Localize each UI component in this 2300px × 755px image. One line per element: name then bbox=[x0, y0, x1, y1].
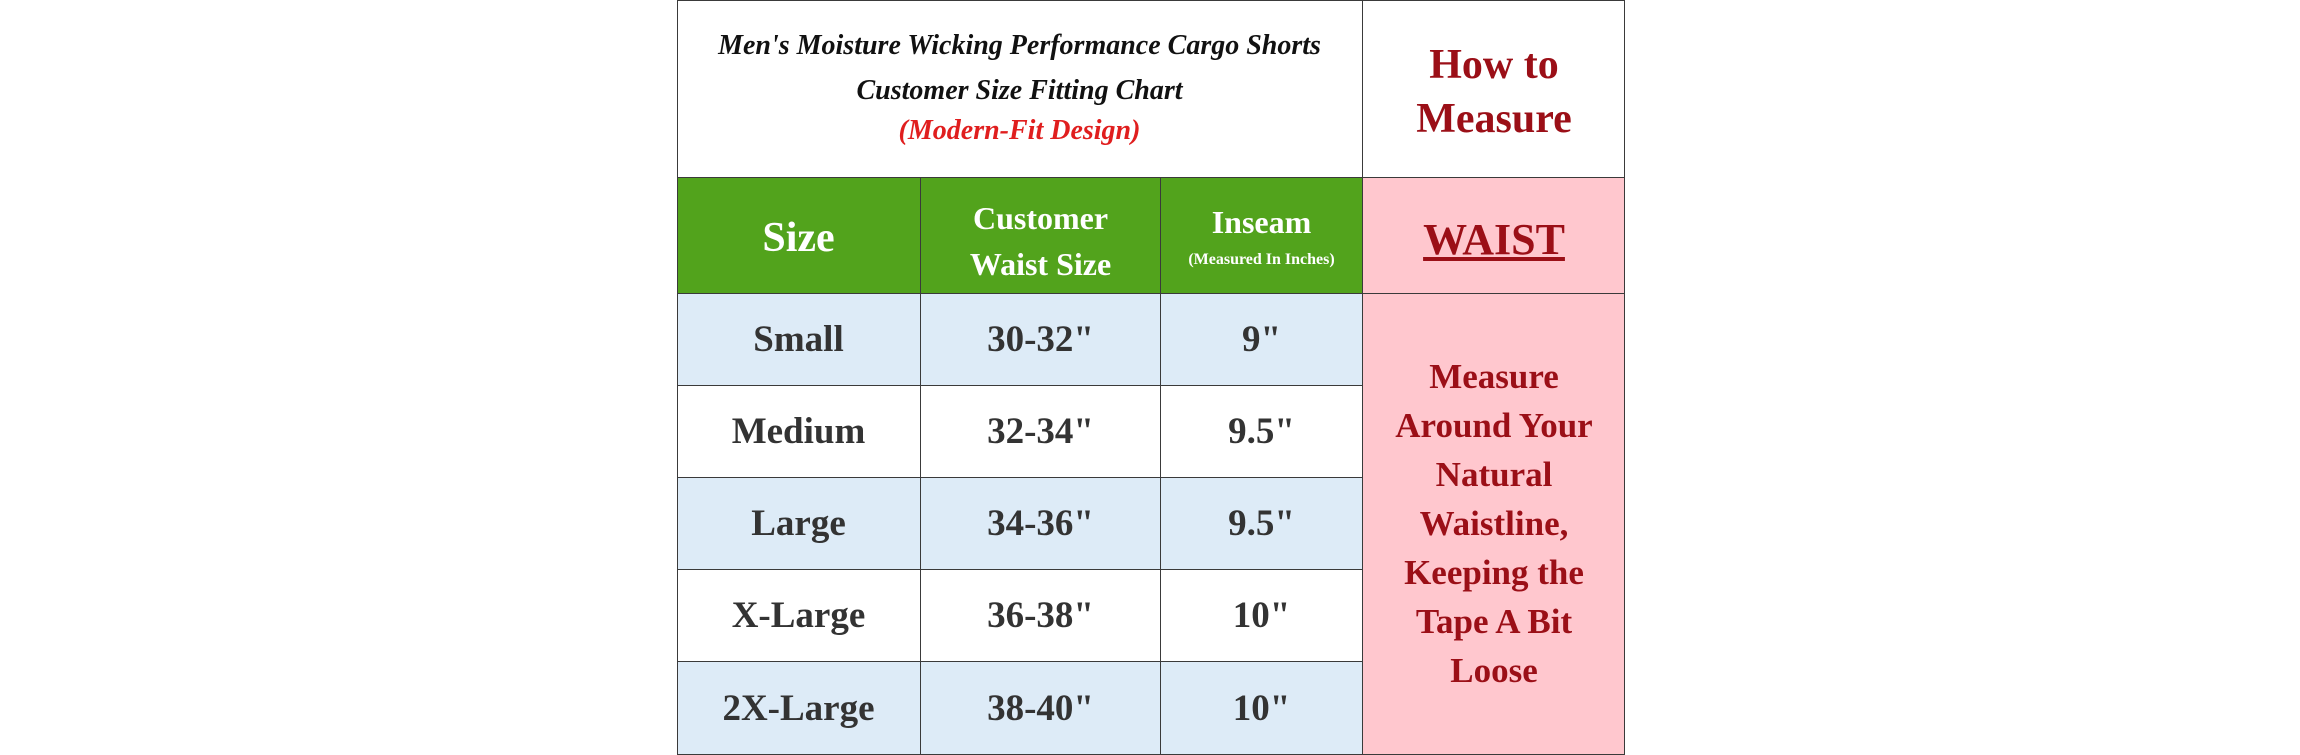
measure-instruction-cell: Measure Around Your Natural Waistline, K… bbox=[1363, 294, 1625, 755]
header-inseam: Inseam (Measured In Inches) bbox=[1161, 178, 1363, 294]
inseam-cell: 10" bbox=[1161, 662, 1363, 755]
inseam-cell: 9" bbox=[1161, 294, 1363, 385]
header-inseam-sublabel: (Measured In Inches) bbox=[1188, 251, 1335, 268]
inseam-cell: 9.5" bbox=[1161, 478, 1363, 569]
waist-label: WAIST bbox=[1423, 215, 1565, 264]
chart-border bbox=[677, 0, 1625, 755]
waist-cell: 30-32" bbox=[921, 294, 1161, 385]
waist-cell: 38-40" bbox=[921, 662, 1161, 755]
waist-cell: 36-38" bbox=[921, 570, 1161, 661]
size-chart: Men's Moisture Wicking Performance Cargo… bbox=[677, 0, 1625, 755]
size-cell: Large bbox=[677, 478, 921, 569]
waist-cell: 32-34" bbox=[921, 386, 1161, 477]
product-title: Men's Moisture Wicking Performance Cargo… bbox=[718, 30, 1321, 61]
header-waist: Customer Waist Size bbox=[921, 178, 1161, 294]
size-cell: Medium bbox=[677, 386, 921, 477]
header-inseam-label: Inseam bbox=[1211, 204, 1312, 240]
table-row: Large 34-36" 9.5" bbox=[677, 478, 1363, 570]
waist-label-cell: WAIST bbox=[1363, 178, 1625, 294]
table-row: 2X-Large 38-40" 10" bbox=[677, 662, 1363, 755]
size-cell: X-Large bbox=[677, 570, 921, 661]
inseam-cell: 10" bbox=[1161, 570, 1363, 661]
inseam-cell: 9.5" bbox=[1161, 386, 1363, 477]
fit-design-note: (Modern-Fit Design) bbox=[898, 115, 1141, 146]
header-waist-label: Customer Waist Size bbox=[969, 200, 1112, 282]
size-rows: Small 30-32" 9" Medium 32-34" 9.5" Large… bbox=[677, 294, 1363, 755]
table-row: Medium 32-34" 9.5" bbox=[677, 386, 1363, 478]
size-cell: 2X-Large bbox=[677, 662, 921, 755]
header-size: Size bbox=[677, 178, 921, 294]
measure-instruction: Measure Around Your Natural Waistline, K… bbox=[1395, 357, 1593, 690]
table-row: Small 30-32" 9" bbox=[677, 294, 1363, 386]
how-to-measure-heading: How to Measure bbox=[1416, 42, 1572, 142]
table-row: X-Large 36-38" 10" bbox=[677, 570, 1363, 662]
chart-subtitle: Customer Size Fitting Chart bbox=[856, 75, 1183, 106]
how-to-measure-cell: How to Measure bbox=[1363, 0, 1625, 178]
waist-cell: 34-36" bbox=[921, 478, 1161, 569]
size-cell: Small bbox=[677, 294, 921, 385]
title-cell: Men's Moisture Wicking Performance Cargo… bbox=[677, 0, 1363, 178]
header-size-label: Size bbox=[762, 215, 835, 261]
